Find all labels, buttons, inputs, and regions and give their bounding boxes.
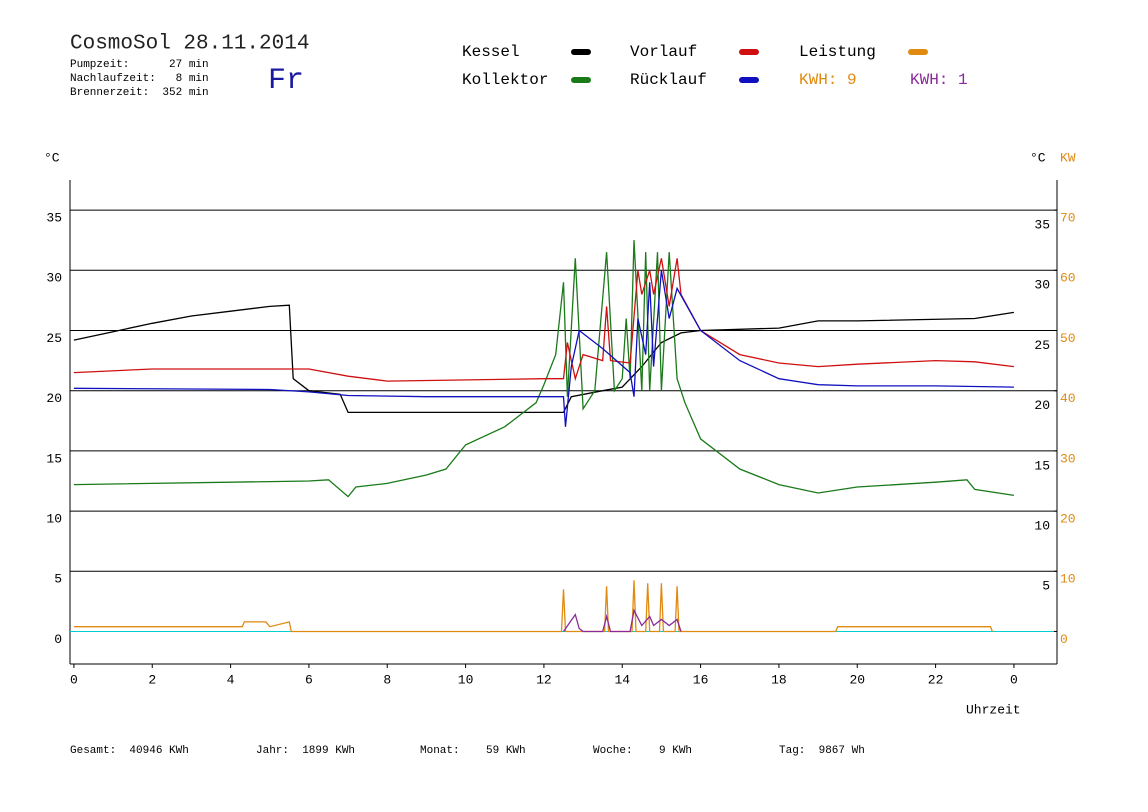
y-tick-label: 5 (54, 572, 62, 587)
y-tick-label: 30 (46, 271, 62, 286)
x-tick-label: 4 (227, 672, 235, 687)
y2-tick-label: 70 (1060, 211, 1076, 226)
y-tick-label: 20 (46, 391, 62, 406)
x-tick-label: 16 (693, 672, 709, 687)
legend-label: Vorlauf (630, 43, 697, 61)
y2-axis-label: KW (1060, 150, 1076, 165)
footer-stat: Jahr: 1899 KWh (256, 745, 355, 757)
y-right-tick-label: 10 (1034, 519, 1050, 534)
y2-tick-label: 30 (1060, 451, 1076, 466)
legend-label: Rücklauf (630, 71, 707, 89)
x-tick-label: 0 (70, 672, 78, 687)
y2-tick-label: 40 (1060, 391, 1076, 406)
series-line (73, 304, 1015, 414)
info-line: Pumpzeit: 27 min (70, 59, 209, 71)
y2-axis-label: °C (1030, 150, 1046, 165)
series-line (73, 240, 1014, 498)
x-tick-label: 18 (771, 672, 787, 687)
kwh-label: KWH: 1 (910, 71, 968, 89)
kwh-label: KWH: 9 (799, 71, 857, 89)
footer-stat: Tag: 9867 Wh (779, 745, 865, 757)
y-tick-label: 25 (46, 331, 62, 346)
y-right-tick-label: 15 (1034, 458, 1050, 473)
x-axis-label: Uhrzeit (966, 702, 1021, 717)
series-line (73, 258, 1014, 382)
y-right-tick-label: 5 (1042, 579, 1050, 594)
x-tick-label: 14 (614, 672, 630, 687)
x-tick-label: 20 (849, 672, 865, 687)
y2-tick-label: 60 (1060, 271, 1076, 286)
y2-tick-label: 0 (1060, 632, 1068, 647)
y-tick-label: 0 (54, 632, 62, 647)
y-tick-label: 35 (46, 211, 62, 226)
y-axis-label: °C (44, 150, 60, 165)
legend-label: Kessel (462, 43, 520, 61)
chart-title: CosmoSol 28.11.2014 (70, 33, 309, 56)
x-tick-label: 10 (458, 672, 474, 687)
x-tick-label: 12 (536, 672, 552, 687)
y-right-tick-label: 20 (1034, 398, 1050, 413)
legend-label: Kollektor (462, 71, 548, 89)
y2-tick-label: 20 (1060, 512, 1076, 527)
x-tick-label: 22 (928, 672, 944, 687)
x-tick-label: 2 (148, 672, 156, 687)
y2-tick-label: 50 (1060, 331, 1076, 346)
y-right-tick-label: 35 (1034, 218, 1050, 233)
footer-stat: Woche: 9 KWh (593, 745, 692, 757)
info-line: Brennerzeit: 352 min (70, 87, 209, 99)
series-line (73, 270, 1014, 427)
footer-stat: Gesamt: 40946 KWh (70, 745, 189, 757)
x-tick-label: 0 (1010, 672, 1018, 687)
y-right-tick-label: 30 (1034, 278, 1050, 293)
y-right-tick-label: 25 (1034, 338, 1050, 353)
y-tick-label: 15 (46, 451, 62, 466)
weekday: Fr (268, 64, 304, 98)
x-tick-label: 8 (383, 672, 391, 687)
legend-label: Leistung (799, 43, 876, 61)
series-line (73, 580, 994, 633)
series-line (562, 608, 682, 633)
x-tick-label: 6 (305, 672, 313, 687)
y-tick-label: 10 (46, 512, 62, 527)
footer-stat: Monat: 59 KWh (420, 745, 526, 757)
y2-tick-label: 10 (1060, 572, 1076, 587)
info-line: Nachlaufzeit: 8 min (70, 73, 209, 85)
